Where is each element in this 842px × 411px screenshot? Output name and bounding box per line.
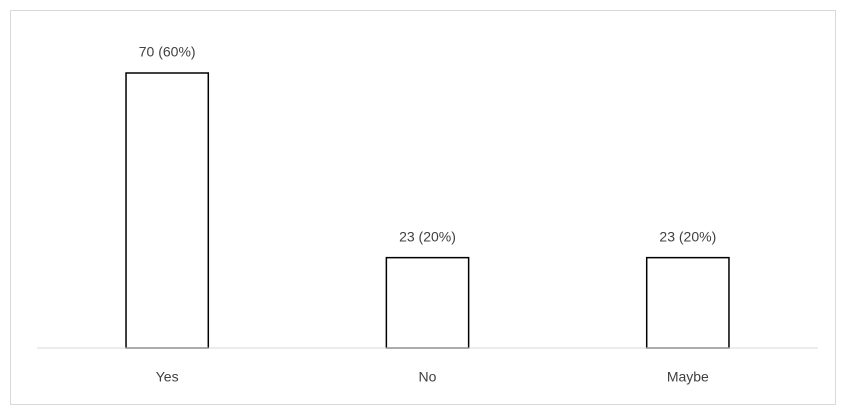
x-tick-label: Maybe xyxy=(667,369,709,385)
data-label: 70 (60%) xyxy=(139,44,196,60)
data-label: 23 (20%) xyxy=(659,228,716,244)
data-label: 23 (20%) xyxy=(399,228,456,244)
bar xyxy=(125,72,210,349)
bar xyxy=(385,256,470,349)
x-tick-label: Yes xyxy=(156,369,179,385)
bar xyxy=(645,256,730,349)
x-tick-label: No xyxy=(419,369,437,385)
